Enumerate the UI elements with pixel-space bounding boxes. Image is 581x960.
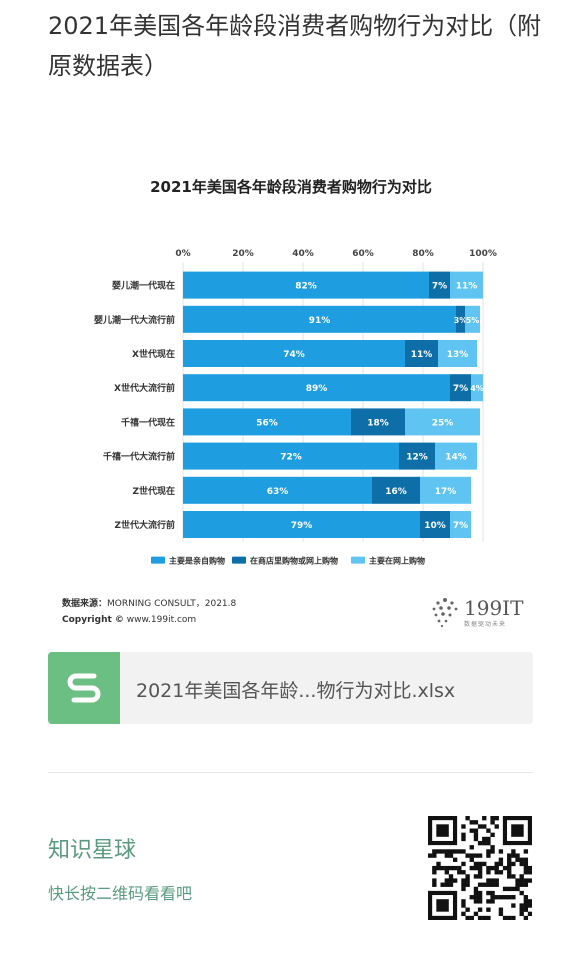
chart-category-label: Z世代大流行前 [114, 519, 175, 531]
chart-legend-label: 主要在网上购物 [369, 556, 425, 566]
chart-data-label: 79% [291, 521, 313, 531]
chart-x-tick-label: 80% [412, 249, 434, 259]
chart-data-label: 14% [445, 453, 467, 463]
chart-bar [183, 442, 399, 470]
chart-image: 2021年美国各年龄段消费者购物行为对比 0% 20% 40% 60% 80% 100% … [48, 160, 534, 640]
chart-category-label: 千禧一代大流行前 [103, 451, 175, 463]
chart-bar [183, 340, 405, 367]
chart-data-label: 3% [454, 316, 468, 325]
chart-data-label: 25% [432, 418, 454, 428]
chart-x-tick-label: 0% [175, 249, 190, 259]
planet-subtitle: 快长按二维码看看吧 [48, 884, 193, 903]
chart-legend: 主要是亲自购物 在商店里购物或网上购物 主要在网上购物 [151, 556, 425, 566]
chart-data-label: 7% [432, 282, 447, 292]
chart-data-label: 12% [406, 453, 428, 463]
chart-category-label: 婴儿潮一代现在 [112, 280, 175, 292]
chart-data-label: 91% [309, 316, 331, 326]
chart-bar [471, 374, 483, 402]
chart-data-label: 72% [280, 453, 302, 463]
chart-data-label: 63% [267, 487, 289, 497]
logo-text: 199IT [464, 596, 524, 620]
chart-bar [405, 408, 480, 436]
chart-bar [183, 271, 429, 299]
chart-category-label: Z世代现在 [132, 485, 175, 497]
chart-data-label: 10% [424, 521, 446, 531]
chart-legend-label: 主要是亲自购物 [169, 556, 225, 566]
divider [48, 772, 533, 773]
chart-data-label: 4% [470, 384, 484, 393]
chart-bar [450, 511, 471, 538]
chart-data-label: 13% [447, 350, 469, 360]
chart-data-label: 16% [385, 487, 407, 497]
chart-bar [465, 305, 480, 333]
chart-data-label: 18% [367, 418, 389, 428]
chart-bar [183, 374, 450, 402]
chart-bar [420, 476, 471, 504]
chart-data-label: 74% [283, 350, 305, 360]
chart-bar [405, 340, 438, 367]
logo-mark-icon [432, 598, 458, 628]
source-label: 数据来源： [62, 599, 108, 609]
chart-x-tick-label: 40% [292, 249, 314, 259]
chart-bar [351, 408, 405, 436]
planet-title: 知识星球 [48, 838, 137, 863]
chart-bar [429, 271, 450, 299]
chart-data-label: 7% [453, 384, 468, 394]
logo-subtitle: 数据驱动未来 [464, 621, 507, 628]
chart-svg: 2021年美国各年龄段消费者购物行为对比 0% 20% 40% 60% 80% 100% … [94, 178, 497, 566]
chart-bar [438, 340, 477, 367]
chart-bar [183, 511, 420, 538]
chart-x-tick-label: 20% [232, 249, 254, 259]
source-text: MORNING CONSULT，2021.8 [107, 599, 237, 609]
chart-data-label: 11% [411, 350, 433, 360]
chart-bar [372, 476, 420, 504]
chart-bar [399, 442, 435, 470]
chart-legend-swatch [232, 556, 246, 564]
chart-bar [450, 271, 483, 299]
chart-legend-label: 在商店里购物或网上购物 [250, 556, 338, 566]
chart-x-ticks: 0% 20% 40% 60% 80% 100% [175, 249, 497, 259]
chart-data-label: 82% [295, 282, 317, 292]
chart-bar [183, 305, 456, 333]
chart-data-label: 11% [456, 282, 478, 292]
qr-code-icon[interactable] [428, 816, 533, 921]
chart-data-label: 5% [466, 316, 480, 325]
copyright-label: Copyright © [62, 615, 124, 625]
chart-category-label: X世代大流行前 [114, 382, 175, 394]
chart-data-label: 17% [435, 487, 457, 497]
chart-data-label: 89% [306, 384, 328, 394]
logo-199it: 199IT 数据驱动未来 [428, 594, 528, 630]
source-note: 数据来源：MORNING CONSULT，2021.8 Copyright © … [62, 596, 236, 628]
chart-bar [420, 511, 450, 538]
chart-bar [183, 408, 351, 436]
chart-data-label: 7% [453, 521, 468, 531]
chart-bar [450, 374, 471, 402]
chart-category-label: 千禧一代现在 [121, 416, 175, 428]
file-name: 2021年美国各年龄...物行为对比.xlsx [136, 680, 456, 702]
chart-title: 2021年美国各年龄段消费者购物行为对比 [150, 178, 432, 196]
chart-data-label: 56% [256, 418, 278, 428]
chart-category-label: X世代现在 [132, 348, 175, 360]
chart-bar [435, 442, 477, 470]
copyright-url: www.199it.com [126, 615, 197, 625]
chart-bar [183, 476, 372, 504]
chart-category-label: 婴儿潮一代大流行前 [94, 314, 175, 326]
chart-bar [456, 305, 465, 333]
chart-x-tick-label: 100% [469, 249, 497, 259]
spreadsheet-s-icon [48, 652, 120, 724]
chart-bars: 82% 7% 11%91% 3%5%74% 11% 13%89% 7% 4%56% 18% 25%… [183, 271, 484, 538]
file-attachment-card[interactable]: 2021年美国各年龄...物行为对比.xlsx [48, 652, 533, 724]
chart-legend-swatch [351, 556, 365, 564]
chart-legend-swatch [151, 556, 165, 564]
post-title: 2021年美国各年龄段消费者购物行为对比（附原数据表） [48, 12, 542, 80]
chart-x-tick-label: 60% [352, 249, 374, 259]
